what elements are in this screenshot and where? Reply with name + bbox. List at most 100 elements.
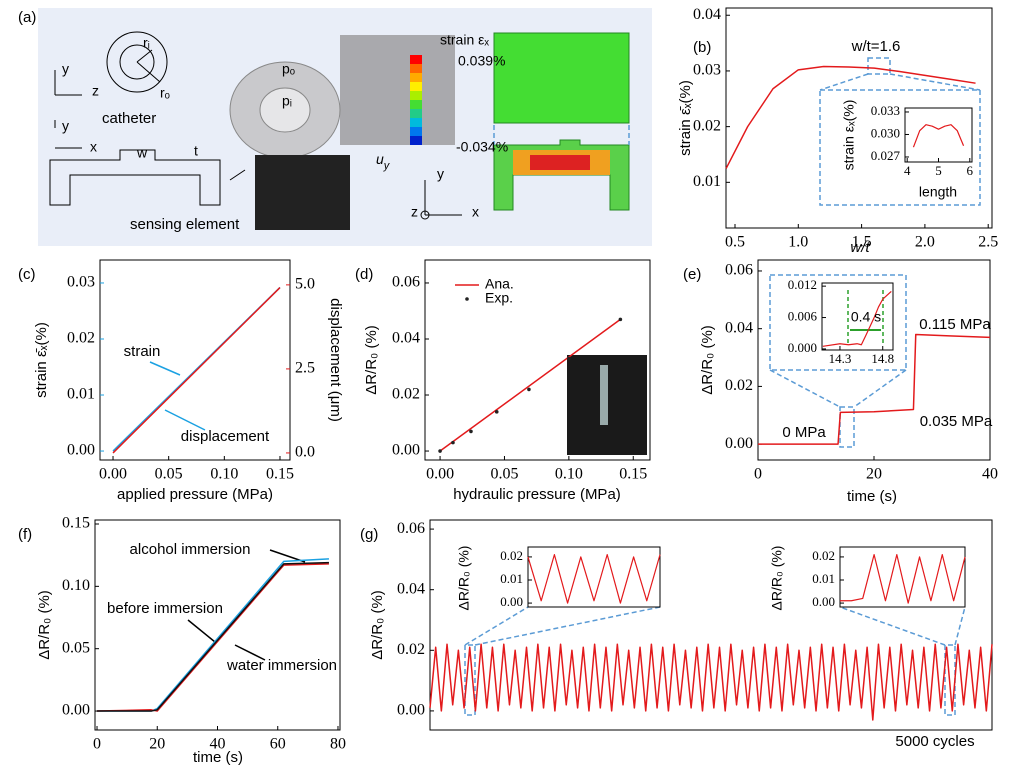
data-point [451,441,455,445]
x-tick-label: 40 [982,466,998,483]
panel-label: (g) [360,526,378,543]
zoom-connector [465,607,965,645]
y-tick-label: 0.01 [812,571,835,586]
annotation: 0.4 s [851,309,881,325]
y-tick-label: 0.000 [788,340,817,355]
y-tick-label: 0.10 [62,577,90,594]
colorbar [410,55,422,145]
y-axis-label: ΔR/R₀ (%) [369,590,386,660]
data-line [97,559,329,711]
y-tick-label: 0.02 [67,330,95,347]
legend-label: Exp. [485,290,513,306]
label-base: u [376,151,384,167]
x-tick-label: 14.8 [871,351,894,366]
annotation: before immersion [107,600,223,617]
schematic-label: w [136,145,148,161]
y-tick-label: 0.02 [725,377,753,394]
y-tick-label: 0.00 [397,702,425,719]
schematic-label: 0.039% [458,53,505,69]
schematic-label: z [92,83,99,99]
zoom-connector [770,370,906,407]
schematic-label: strain εₓ [440,32,489,48]
y-tick-label: 0.01 [500,571,523,586]
x-tick-label: 0.05 [155,466,183,483]
y-tick-label: 0.027 [871,148,901,163]
y-axis-label: strain ε̄ₓ(%) [33,322,50,398]
data-point [438,449,442,453]
panel-label: (e) [683,266,701,283]
y-tick-label: 0.006 [788,309,818,324]
x-tick-label: 0.15 [619,466,647,483]
data-point [567,357,571,361]
panel-label: (b) [693,39,711,56]
plot-frame [905,108,972,162]
schematic-label: y [62,61,69,77]
y-tick-label: 0.02 [693,117,721,134]
schematic-label: pₒ [282,61,295,77]
y-axis-label: strain εₓ(%) [841,100,857,171]
zoom-connector [820,74,980,90]
data-point [619,318,623,322]
data-line [840,555,965,603]
x-tick-label: 4 [904,163,911,178]
panel-label: (a) [18,9,36,26]
x-tick-label: 0.05 [490,466,518,483]
x-tick-label: 0.10 [210,466,238,483]
model-block [340,35,455,145]
y-axis-label: ΔR/R₀ (%) [456,546,472,611]
data-line [528,555,660,603]
schematic-label: rₒ [160,85,170,101]
x-tick-label: 2.5 [978,234,998,251]
y-tick-label: 0.00 [67,442,95,459]
annotation: 0.115 MPa [919,316,991,333]
schematic-label: y [62,118,69,134]
data-line [913,125,963,148]
y-tick-label: 0.05 [62,639,90,656]
annotation: 5000 cycles [895,733,974,750]
y-tick-label: 0.00 [392,442,420,459]
y-tick-label: 0.01 [693,173,721,190]
data-line [430,644,992,720]
y-tick-label: 0.02 [397,641,425,658]
y-tick-label: 0.03 [693,62,721,79]
x-axis-label: w/t [850,239,870,256]
x-tick-label: 0.10 [555,466,583,483]
schematic-label: sensing element [130,216,240,233]
y2-tick-label: 2.5 [295,360,315,377]
y-tick-label: 0.030 [871,125,900,140]
y-tick-label: 0.00 [500,594,523,609]
setup-photo-detail [600,365,608,425]
schematic [38,8,652,246]
fem-top [494,33,629,123]
x-tick-label: 6 [967,163,974,178]
x-tick-label: 2.0 [915,234,935,251]
y-tick-label: 0.012 [788,277,817,292]
annotation: strain [124,343,161,360]
schematic-label: t [194,143,198,159]
y-tick-label: 0.06 [392,274,420,291]
x-axis-label: hydraulic pressure (MPa) [453,486,621,503]
x-tick-label: 0.00 [99,466,127,483]
y-tick-label: 0.06 [397,520,425,537]
y-tick-label: 0.00 [62,702,90,719]
y-tick-label: 0.04 [693,6,721,23]
y-tick-label: 0.02 [392,386,420,403]
x-tick-label: 14.3 [829,351,852,366]
x-axis-label: length [919,184,957,200]
annotation: displacement [181,428,270,445]
schematic-label: y [437,166,444,182]
y-tick-label: 0.02 [812,548,835,563]
data-line [97,563,329,711]
y2-tick-label: 5.0 [295,276,315,293]
annotation: water immersion [226,657,337,674]
y-tick-label: 0.00 [725,435,753,452]
panel-label: (f) [18,526,32,543]
x-tick-label: 0.00 [426,466,454,483]
fem-peak [530,155,590,170]
y2-axis-label: displacement (μm) [327,298,344,422]
x-tick-label: 1.0 [788,234,808,251]
schematic-label: x [472,204,479,220]
y-tick-label: 0.02 [500,548,523,563]
panel-label: (d) [355,266,373,283]
x-tick-label: 0 [754,466,762,483]
